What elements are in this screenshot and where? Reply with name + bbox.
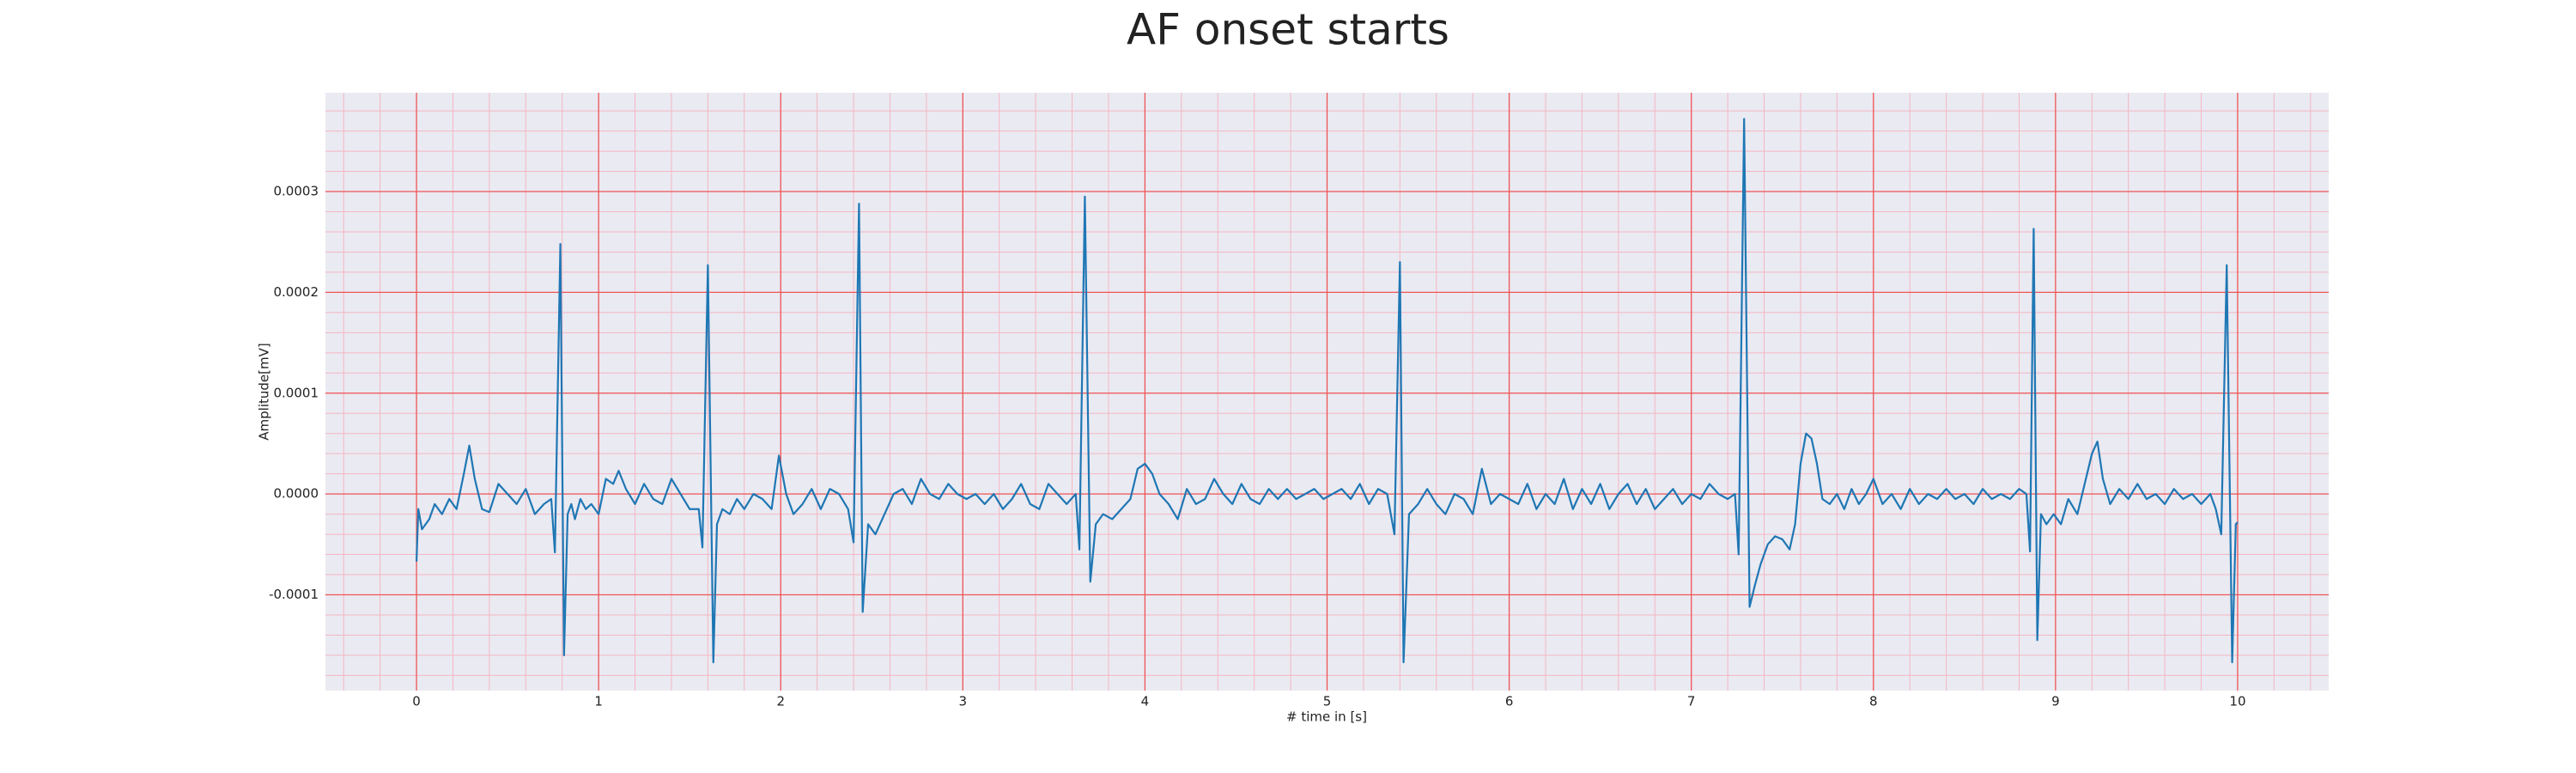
y-tick-label: 0.0001 (274, 385, 319, 400)
x-tick-label: 3 (959, 694, 968, 709)
x-tick-label: 9 (2051, 694, 2060, 709)
x-tick-label: 4 (1141, 694, 1150, 709)
y-axis-label: Amplitude[mV] (257, 343, 272, 440)
x-tick-label: 1 (594, 694, 603, 709)
y-tick-label: -0.0001 (269, 587, 319, 602)
x-tick-label: 0 (412, 694, 421, 709)
chart-title: AF onset starts (1127, 5, 1449, 55)
y-tick-label: 0.0000 (274, 486, 319, 502)
x-tick-label: 5 (1323, 694, 1332, 709)
x-tick-label: 6 (1505, 694, 1514, 709)
x-axis-label: # time in [s] (1286, 709, 1367, 725)
x-tick-label: 2 (776, 694, 785, 709)
ecg-line (415, 118, 2239, 664)
y-tick-label: 0.0003 (274, 184, 319, 199)
y-tick-label: 0.0002 (274, 284, 319, 300)
x-tick-label: 8 (1869, 694, 1878, 709)
x-tick-label: 7 (1687, 694, 1696, 709)
x-tick-label: 10 (2229, 694, 2245, 709)
